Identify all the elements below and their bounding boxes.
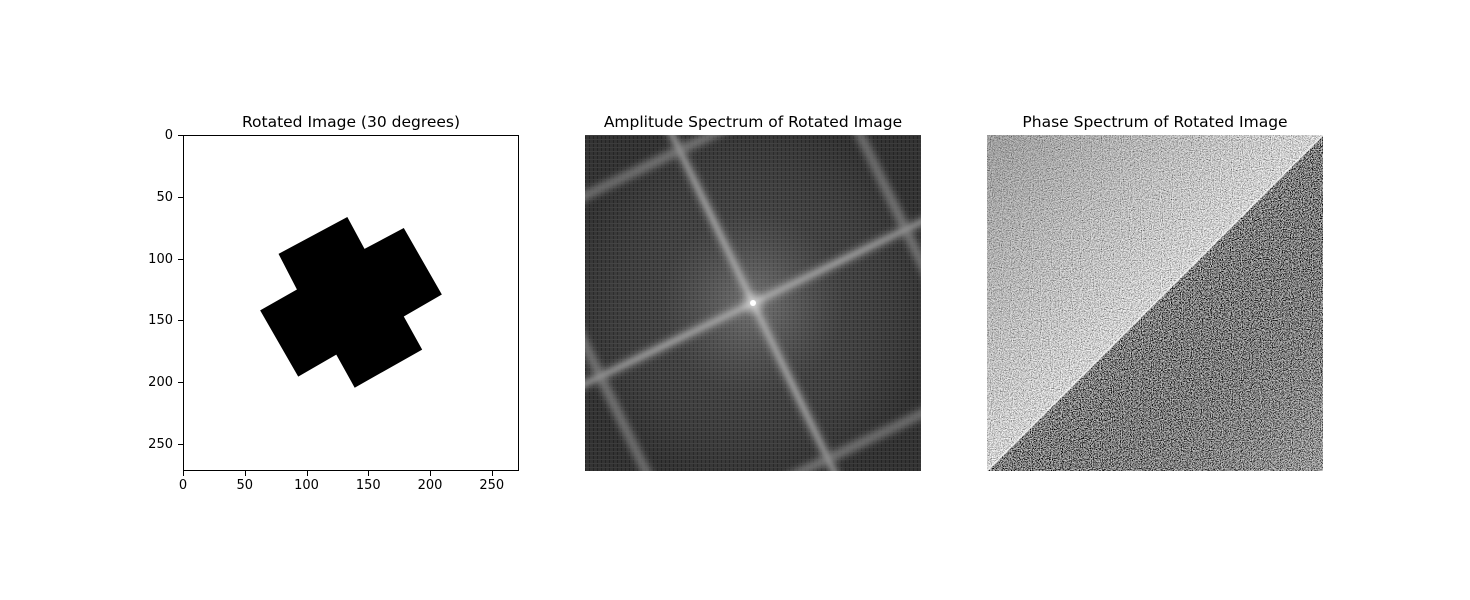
x-tick-mark — [491, 471, 493, 476]
x-tick-label: 0 — [178, 478, 188, 493]
x-tick-mark — [430, 471, 432, 476]
phase-spectrum-image — [987, 135, 1323, 471]
x-tick-label: 100 — [294, 478, 319, 493]
phase-diagonal-edge — [987, 135, 1323, 471]
x-tick-mark — [368, 471, 370, 476]
amplitude-spectrum-plot — [585, 135, 921, 471]
x-tick-mark — [306, 471, 308, 476]
x-tick-label: 50 — [236, 478, 254, 493]
y-tick-mark — [178, 443, 183, 445]
rotated-image-plot — [184, 136, 518, 470]
rotated-image-axes — [183, 135, 519, 471]
x-tick-mark — [244, 471, 246, 476]
x-tick-mark — [183, 471, 184, 476]
y-tick-label: 150 — [148, 313, 173, 329]
y-tick-mark — [178, 382, 183, 384]
x-tick-label: 200 — [417, 478, 443, 493]
panel-title: Phase Spectrum of Rotated Image — [1022, 113, 1288, 131]
phase-spectrum-panel: Phase Spectrum of Rotated Image — [985, 112, 1325, 472]
y-tick-mark — [178, 320, 183, 322]
panel-title: Rotated Image (30 degrees) — [241, 113, 461, 131]
y-tick-mark — [178, 135, 183, 136]
y-tick-mark — [178, 258, 183, 260]
y-tick-label: 250 — [148, 436, 173, 452]
y-tick-label: 50 — [156, 189, 173, 205]
x-tick-label: 150 — [355, 478, 381, 493]
y-tick-mark — [178, 196, 183, 198]
amplitude-spectrum-panel: Amplitude Spectrum of Rotated Image — [583, 112, 923, 472]
rotated-image-panel: Rotated Image (30 degrees) 0 50 100 150 200 2… — [148, 112, 521, 493]
x-tick-label: 250 — [479, 478, 505, 493]
amplitude-center-peak — [750, 300, 756, 306]
y-tick-label: 100 — [148, 251, 173, 267]
y-tick-label: 200 — [148, 375, 173, 391]
phase-spectrum-plot — [987, 135, 1323, 471]
y-tick-label: 0 — [164, 128, 173, 143]
amplitude-spectrum-image — [585, 135, 921, 471]
rotated-cross-shape — [260, 217, 442, 388]
panel-title: Amplitude Spectrum of Rotated Image — [603, 113, 903, 131]
